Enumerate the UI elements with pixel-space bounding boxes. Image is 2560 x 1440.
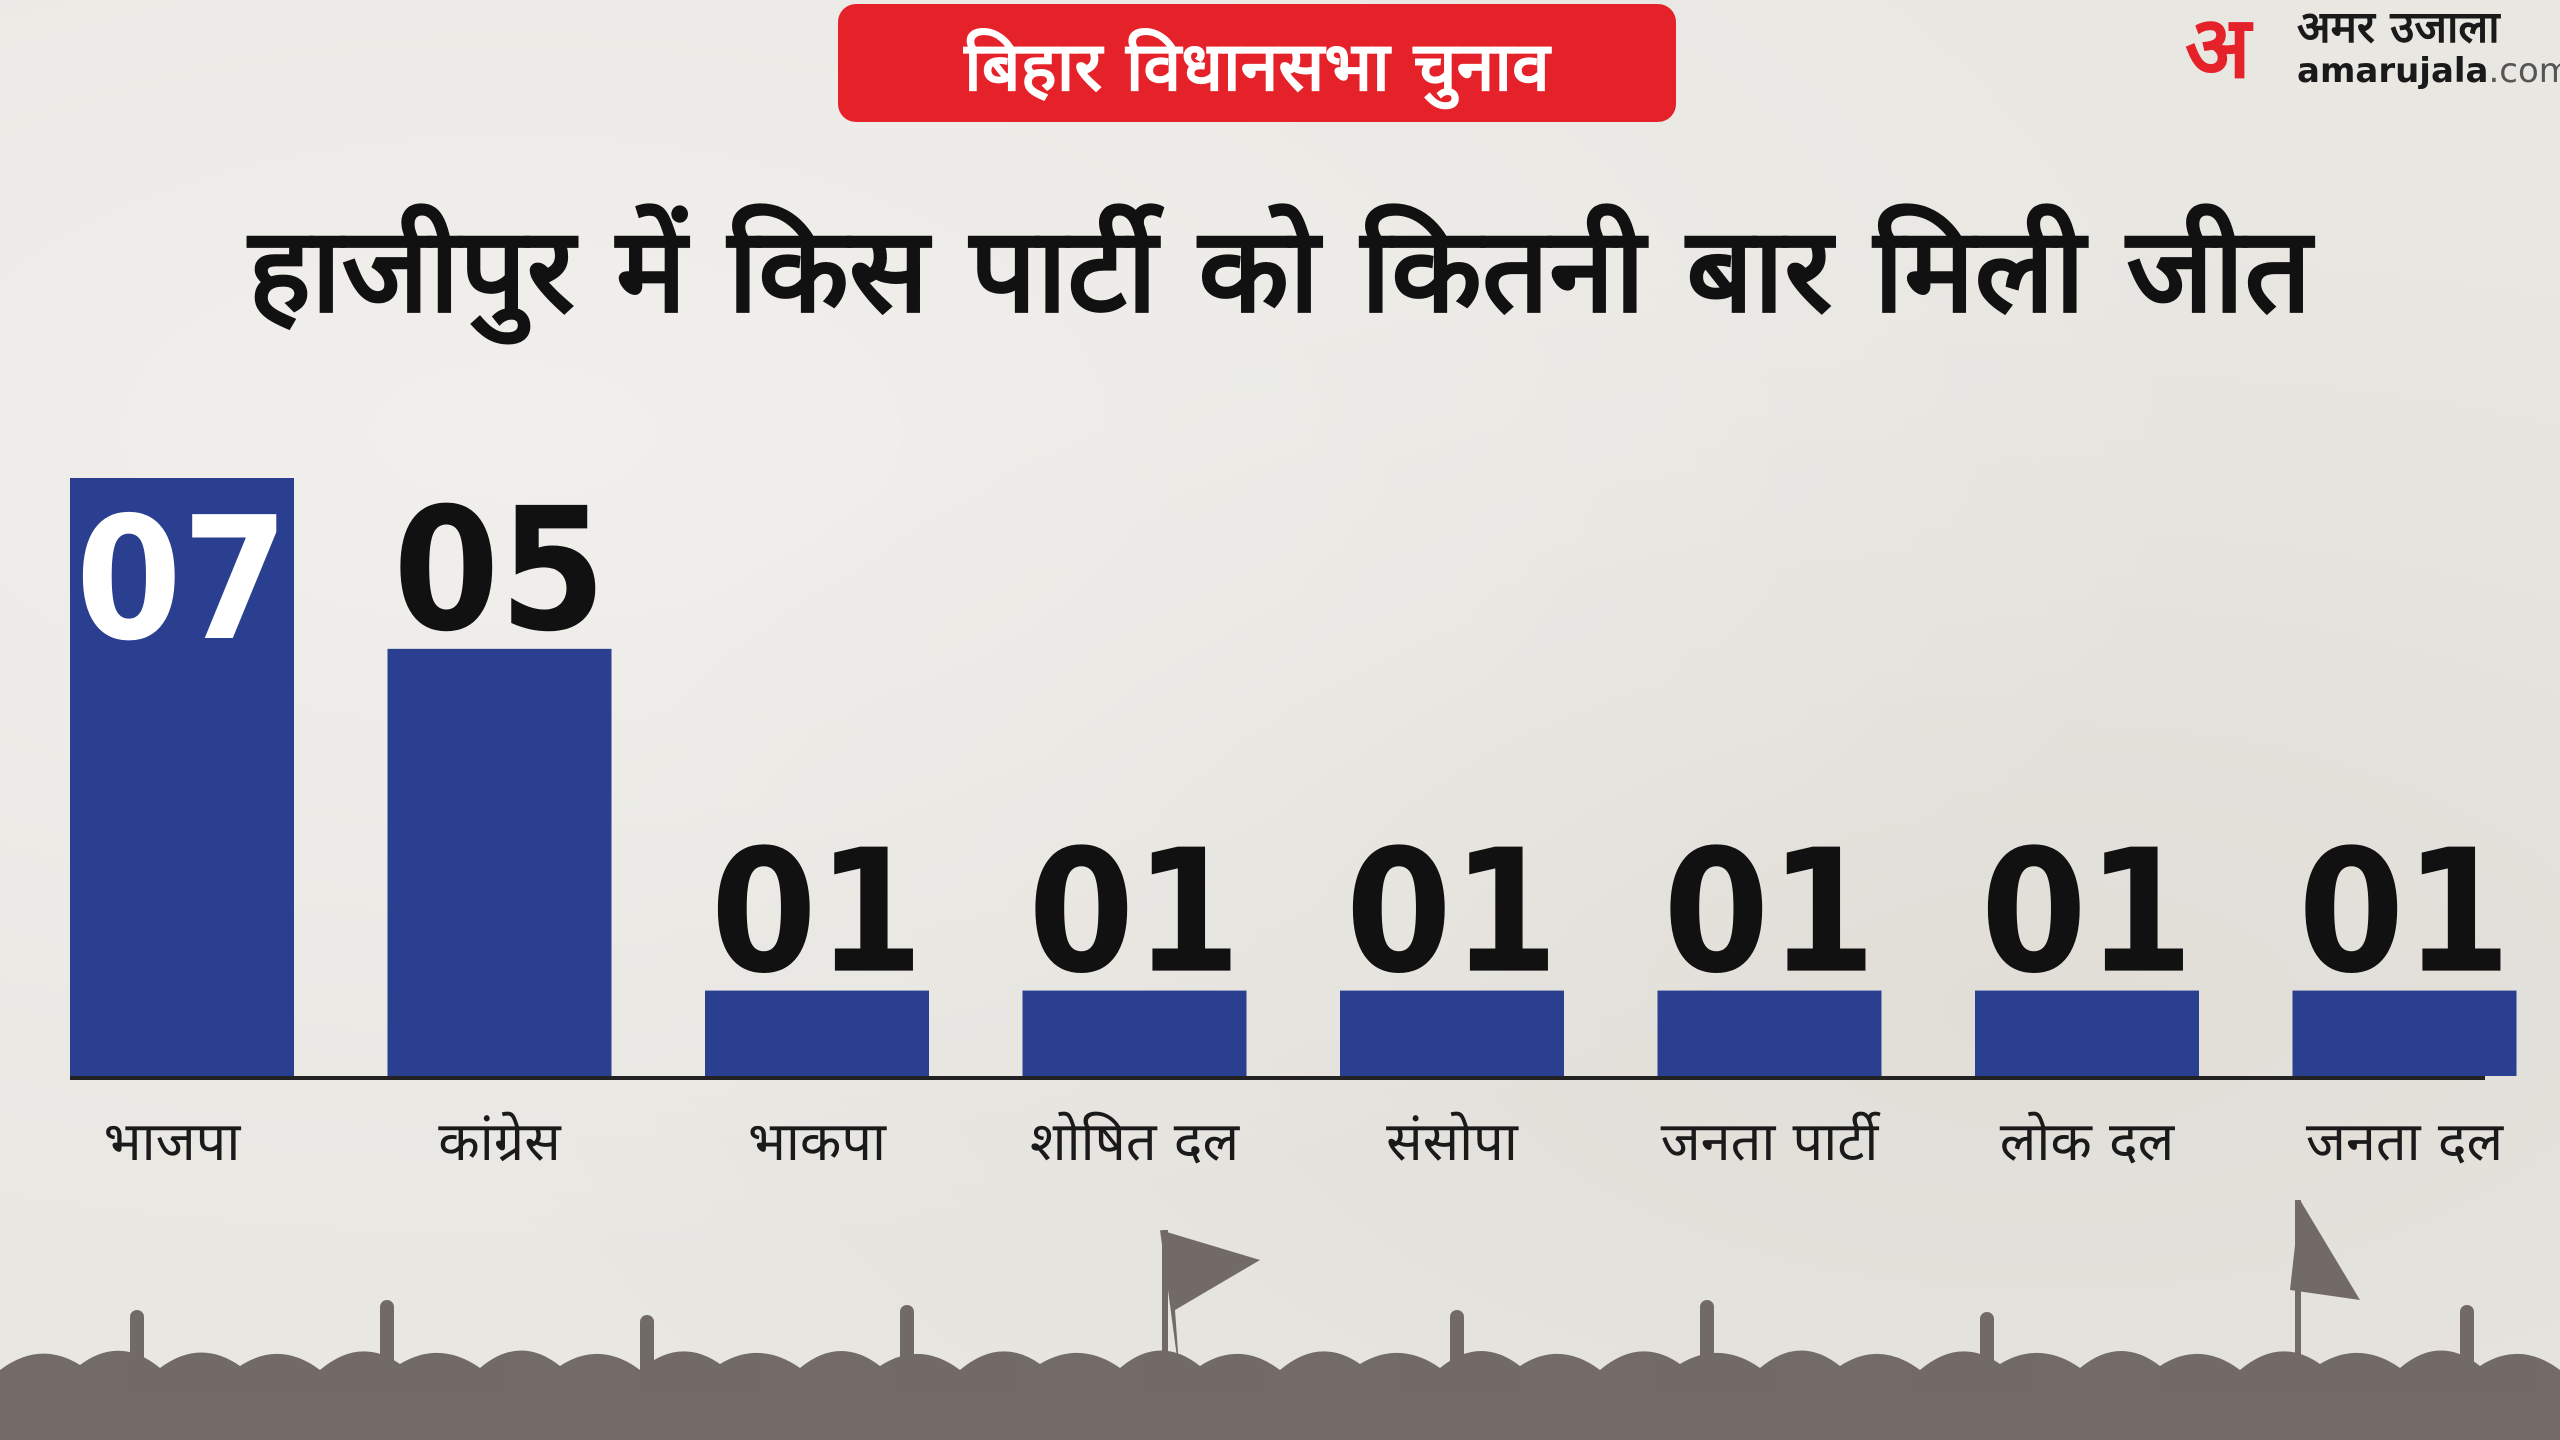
bar-1 bbox=[387, 648, 612, 1076]
logo-mark: अ bbox=[2185, 0, 2251, 98]
election-badge-text: बिहार विधानसभा चुनाव bbox=[964, 27, 1550, 107]
data-label-5: 01 bbox=[1663, 814, 1876, 1012]
bar-5 bbox=[1657, 990, 1882, 1076]
category-label-5: जनता पार्टी bbox=[1661, 1110, 1882, 1173]
bar-3 bbox=[1022, 990, 1247, 1076]
category-label-2: भाकपा bbox=[748, 1110, 887, 1173]
data-label-0: 07 bbox=[76, 481, 289, 679]
logo-domain: amarujala.com bbox=[2297, 52, 2560, 90]
category-label-3: शोषित दल bbox=[1030, 1110, 1241, 1173]
data-label-3: 01 bbox=[1028, 814, 1241, 1012]
bar-4 bbox=[1340, 990, 1564, 1076]
logo-domain-name: amarujala bbox=[2297, 51, 2489, 91]
logo-domain-tld: .com bbox=[2488, 51, 2560, 91]
category-label-7: जनता दल bbox=[2306, 1110, 2505, 1173]
bar-6 bbox=[1975, 990, 2199, 1076]
logo-hindi-text: अमर उजाला bbox=[2297, 2, 2500, 53]
amar-ujala-logo: अ अमर उजाला amarujala.com bbox=[2185, 0, 2560, 98]
data-label-4: 01 bbox=[1346, 814, 1559, 1012]
chart-title: हाजीपुर में किस पार्टी को कितनी बार मिली… bbox=[248, 201, 2312, 339]
category-label-4: संसोपा bbox=[1386, 1110, 1519, 1173]
bar-7 bbox=[2292, 990, 2517, 1076]
election-badge: बिहार विधानसभा चुनाव bbox=[838, 4, 1676, 122]
category-label-6: लोक दल bbox=[2000, 1110, 2176, 1173]
bar-0 bbox=[70, 478, 294, 1076]
crowd-silhouette bbox=[0, 1200, 2560, 1440]
category-label-0: भाजपा bbox=[104, 1110, 242, 1173]
data-label-6: 01 bbox=[1981, 814, 2194, 1012]
data-label-1: 05 bbox=[393, 472, 606, 670]
data-label-7: 01 bbox=[2298, 814, 2511, 1012]
data-label-2: 01 bbox=[711, 814, 924, 1012]
category-label-1: कांग्रेस bbox=[438, 1110, 562, 1173]
bar-2 bbox=[705, 990, 929, 1076]
